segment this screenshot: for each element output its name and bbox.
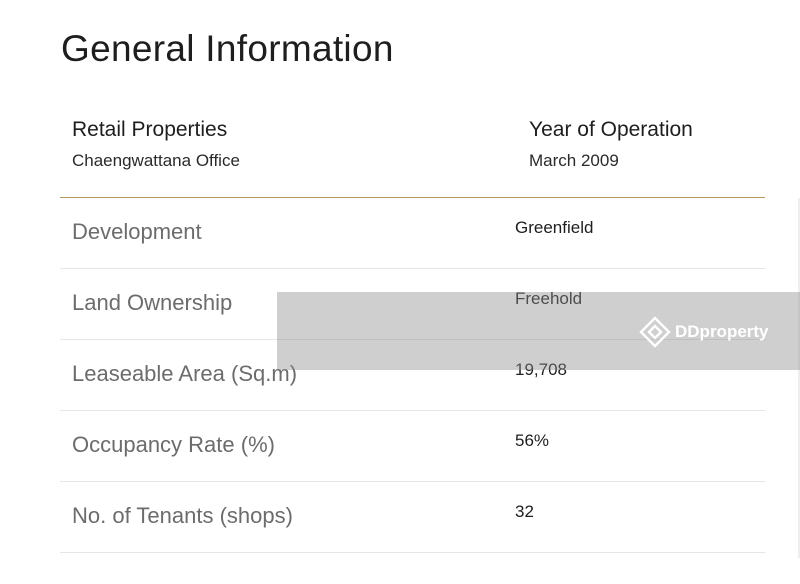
row-value: 56% — [515, 431, 550, 450]
watermark-overlay: DDproperty — [277, 292, 800, 370]
row-label: No. of Tenants (shops) — [72, 503, 293, 528]
summary-divider — [60, 197, 765, 198]
row-value: 19,708 — [515, 360, 567, 379]
watermark-brand: DDproperty — [639, 316, 769, 348]
row-label: Development — [72, 219, 202, 244]
table-row: Land Ownership Freehold — [60, 269, 765, 340]
row-value: Greenfield — [515, 218, 594, 237]
details-table: Development Greenfield Land Ownership Fr… — [60, 198, 765, 553]
table-row: Leaseable Area (Sq.m) 19,708 — [60, 340, 765, 411]
row-label: Occupancy Rate (%) — [72, 432, 275, 457]
row-value: Freehold — [515, 289, 583, 308]
table-row: Development Greenfield — [60, 198, 765, 269]
row-value: 32 — [515, 502, 534, 521]
table-row: No. of Tenants (shops) 32 — [60, 482, 765, 553]
table-row: Occupancy Rate (%) 56% — [60, 411, 765, 482]
row-label: Land Ownership — [72, 290, 233, 315]
scrollbar-track[interactable] — [798, 198, 800, 558]
summary-label: Year of Operation — [529, 118, 693, 141]
summary-year-of-operation: Year of Operation March 2009 — [529, 116, 693, 172]
summary-retail-properties: Retail Properties Chaengwattana Office — [72, 116, 240, 172]
page-title: General Information — [61, 28, 394, 69]
watermark-brand-text: DDproperty — [675, 322, 769, 341]
row-label: Leaseable Area (Sq.m) — [72, 361, 298, 386]
summary-label: Retail Properties — [72, 118, 228, 141]
summary-value: March 2009 — [529, 151, 619, 170]
summary-value: Chaengwattana Office — [72, 151, 240, 170]
ddproperty-logo-icon — [639, 316, 671, 348]
